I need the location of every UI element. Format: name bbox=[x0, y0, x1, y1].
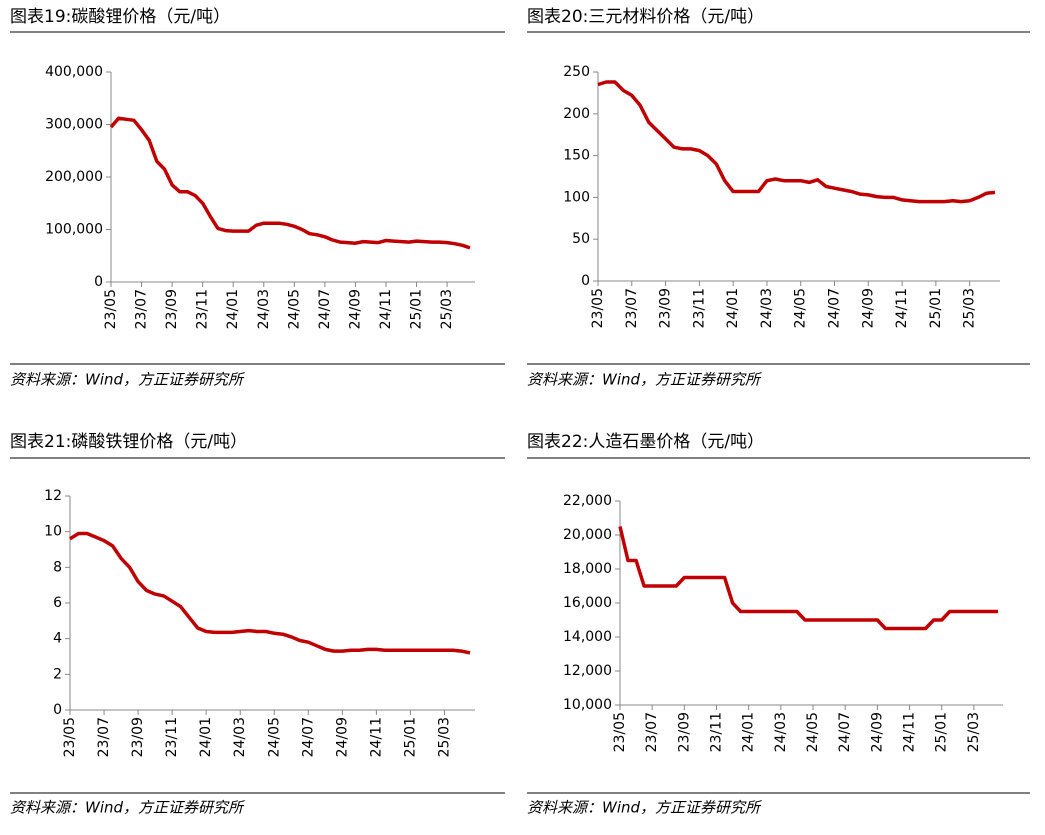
x-tick-label: 23/09 bbox=[130, 717, 146, 757]
y-tick-label: 10 bbox=[44, 524, 62, 540]
x-tick-label: 23/11 bbox=[195, 289, 211, 329]
y-tick-label: 4 bbox=[53, 631, 62, 647]
x-tick-label: 24/07 bbox=[827, 288, 843, 328]
y-tick-label: 200,000 bbox=[45, 169, 103, 185]
x-tick-label: 23/11 bbox=[709, 712, 725, 752]
x-tick-label: 25/03 bbox=[436, 717, 452, 757]
x-tick-label: 24/09 bbox=[347, 289, 363, 329]
x-tick-label: 24/05 bbox=[286, 289, 302, 329]
x-tick-label: 23/05 bbox=[103, 289, 119, 329]
x-tick-label: 24/11 bbox=[368, 717, 384, 757]
x-tick-label: 24/09 bbox=[869, 712, 885, 752]
x-tick-label: 24/01 bbox=[198, 717, 214, 757]
x-tick-label: 25/03 bbox=[962, 288, 978, 328]
chart-title: 图表19:碳酸锂价格（元/吨） bbox=[10, 7, 230, 27]
x-tick-label: 24/11 bbox=[894, 288, 910, 328]
x-tick-label: 24/03 bbox=[256, 289, 272, 329]
x-tick-label: 24/07 bbox=[837, 712, 853, 752]
x-tick-label: 24/05 bbox=[793, 288, 809, 328]
price-line bbox=[69, 531, 471, 655]
y-tick-label: 50 bbox=[572, 231, 590, 247]
y-tick-label: 100,000 bbox=[45, 222, 103, 238]
x-tick-label: 23/05 bbox=[62, 717, 78, 757]
x-tick-label: 24/05 bbox=[266, 717, 282, 757]
x-tick-label: 24/05 bbox=[805, 712, 821, 752]
y-tick-label: 2 bbox=[53, 666, 62, 682]
price-line bbox=[109, 116, 471, 250]
x-tick-label: 24/03 bbox=[759, 288, 775, 328]
y-tick-label: 100 bbox=[563, 189, 590, 205]
y-tick-label: 8 bbox=[53, 559, 62, 575]
y-tick-label: 200 bbox=[563, 106, 590, 122]
y-tick-label: 12 bbox=[44, 488, 62, 504]
x-tick-label: 23/11 bbox=[691, 288, 707, 328]
x-tick-label: 23/09 bbox=[676, 712, 692, 752]
y-tick-label: 6 bbox=[53, 595, 62, 611]
y-tick-label: 10,000 bbox=[563, 697, 612, 713]
y-tick-label: 250 bbox=[563, 64, 590, 80]
source-note: 资料来源：Wind，方正证券研究所 bbox=[527, 371, 762, 389]
y-tick-label: 16,000 bbox=[563, 595, 612, 611]
x-tick-label: 24/01 bbox=[225, 289, 241, 329]
y-tick-label: 12,000 bbox=[563, 663, 612, 679]
source-note: 资料来源：Wind，方正证券研究所 bbox=[527, 799, 762, 817]
x-tick-label: 23/09 bbox=[658, 288, 674, 328]
y-tick-label: 400,000 bbox=[45, 64, 103, 80]
x-tick-label: 24/03 bbox=[232, 717, 248, 757]
x-tick-label: 24/07 bbox=[317, 289, 333, 329]
x-tick-label: 23/07 bbox=[96, 717, 112, 757]
x-tick-label: 23/07 bbox=[134, 289, 150, 329]
y-tick-label: 14,000 bbox=[563, 629, 612, 645]
chart-title: 图表20:三元材料价格（元/吨） bbox=[527, 7, 764, 27]
x-tick-label: 23/11 bbox=[164, 717, 180, 757]
x-tick-label: 24/03 bbox=[773, 712, 789, 752]
y-tick-label: 300,000 bbox=[45, 117, 103, 133]
y-tick-label: 0 bbox=[94, 274, 103, 290]
price-line bbox=[597, 80, 996, 204]
x-tick-label: 25/01 bbox=[934, 712, 950, 752]
x-tick-label: 24/09 bbox=[334, 717, 350, 757]
x-tick-label: 25/03 bbox=[439, 289, 455, 329]
y-tick-label: 22,000 bbox=[563, 493, 612, 509]
x-tick-label: 23/07 bbox=[624, 288, 640, 328]
x-tick-label: 25/01 bbox=[928, 288, 944, 328]
x-tick-label: 24/01 bbox=[741, 712, 757, 752]
x-tick-label: 24/11 bbox=[378, 289, 394, 329]
source-note: 资料来源：Wind，方正证券研究所 bbox=[10, 371, 245, 389]
x-tick-label: 25/01 bbox=[402, 717, 418, 757]
x-tick-label: 24/07 bbox=[300, 717, 316, 757]
chart-title: 图表21:磷酸铁锂价格（元/吨） bbox=[10, 432, 247, 452]
x-tick-label: 23/05 bbox=[590, 288, 606, 328]
x-tick-label: 23/05 bbox=[612, 712, 628, 752]
x-tick-label: 23/07 bbox=[644, 712, 660, 752]
x-tick-label: 25/03 bbox=[966, 712, 982, 752]
chart-title: 图表22:人造石墨价格（元/吨） bbox=[527, 432, 764, 452]
x-tick-label: 25/01 bbox=[409, 289, 425, 329]
y-tick-label: 20,000 bbox=[563, 527, 612, 543]
price-line bbox=[618, 526, 998, 631]
x-tick-label: 24/09 bbox=[860, 288, 876, 328]
y-tick-label: 150 bbox=[563, 148, 590, 164]
x-tick-label: 24/11 bbox=[902, 712, 918, 752]
source-note: 资料来源：Wind，方正证券研究所 bbox=[10, 799, 245, 817]
y-tick-label: 0 bbox=[53, 702, 62, 718]
y-tick-label: 18,000 bbox=[563, 561, 612, 577]
x-tick-label: 24/01 bbox=[725, 288, 741, 328]
x-tick-label: 23/09 bbox=[164, 289, 180, 329]
y-tick-label: 0 bbox=[581, 273, 590, 289]
